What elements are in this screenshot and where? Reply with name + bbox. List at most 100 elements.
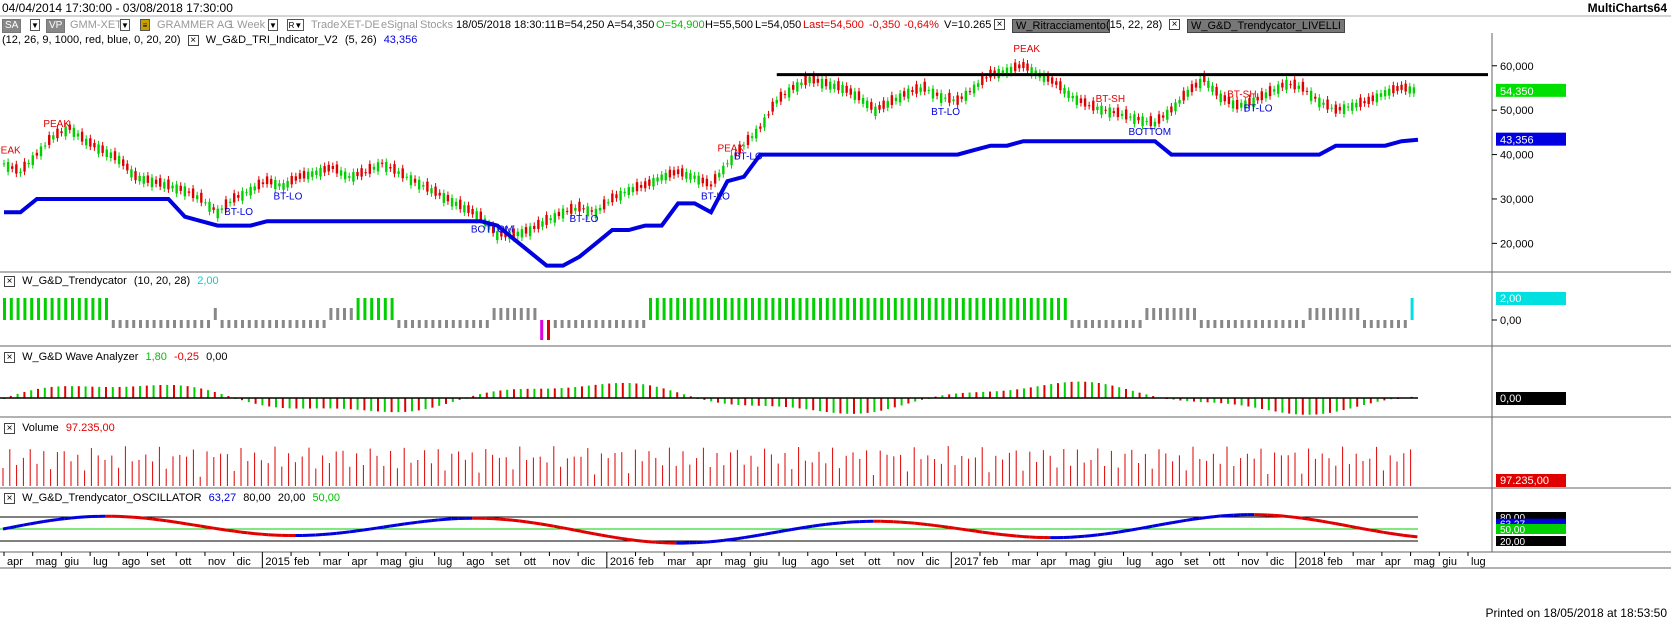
candle-body	[142, 176, 145, 184]
r-dropdown[interactable]: R▼	[287, 19, 304, 31]
oscillator-line-segment	[1104, 531, 1112, 536]
wave-bar	[1329, 398, 1331, 413]
wave-bar	[968, 392, 971, 398]
chart-annotation-label: BT-SH	[1227, 90, 1256, 101]
interval-dropdown-icon[interactable]: ▼	[268, 19, 278, 31]
oscillator-line-segment	[533, 521, 541, 526]
trendycator-bar	[839, 298, 843, 320]
candle-body	[339, 170, 343, 176]
volume-value-label: 97.235,00	[65, 422, 115, 434]
trendycator-bar	[3, 298, 6, 320]
candle-body	[446, 195, 450, 202]
macd-params: (12, 26, 9, 1000, red, blue, 0, 20, 20)	[2, 34, 181, 46]
trendycator-bar	[1043, 298, 1047, 320]
wave-bar	[1335, 398, 1338, 412]
wave-bar	[615, 383, 617, 398]
candle-body	[890, 95, 894, 105]
study-ritracciamento-button[interactable]: W_Ritracciamento	[1012, 19, 1110, 33]
candle-body	[1408, 86, 1411, 94]
wave-bar	[9, 395, 12, 398]
candle-body	[586, 206, 589, 217]
trendycator-bar	[1009, 298, 1013, 320]
wave-bar	[30, 390, 33, 398]
wave-bar	[921, 398, 923, 400]
trendycator-bar	[1029, 298, 1033, 320]
wave-bar	[778, 398, 781, 407]
trendycator-bar	[1254, 320, 1258, 328]
candle-body	[101, 145, 104, 153]
oscillator-line-segment	[193, 523, 201, 528]
candle-body	[808, 76, 811, 83]
sa-dropdown-icon[interactable]: ▼	[30, 19, 40, 31]
time-axis-label: apr	[351, 556, 367, 568]
time-axis-label: set	[1184, 556, 1199, 568]
wave-bar	[1383, 398, 1386, 401]
time-axis-label: ago	[1155, 556, 1173, 568]
close-study-icon[interactable]: ×	[4, 493, 15, 504]
candle-body	[442, 193, 446, 203]
candle-body	[1129, 116, 1132, 118]
close-study-icon[interactable]: ×	[1169, 19, 1180, 30]
wave-bar	[982, 391, 985, 398]
time-axis-label: apr	[1040, 556, 1056, 568]
wave-bar	[254, 398, 257, 404]
trendycator-bar	[1104, 320, 1108, 328]
candle-body	[163, 182, 166, 189]
close-study-icon[interactable]: ×	[4, 276, 15, 287]
close-study-icon[interactable]: ×	[187, 35, 199, 46]
close-study-icon[interactable]: ×	[4, 352, 15, 363]
wave-bar	[132, 386, 135, 398]
candle-body	[1260, 91, 1264, 101]
study-livelli-button[interactable]: W_G&D_Trendycator_LIVELLI	[1187, 19, 1345, 33]
volume-badge-label: 97.235,00	[1500, 475, 1549, 487]
close-study-icon[interactable]: ×	[4, 423, 15, 434]
sa-button[interactable]: SA	[2, 19, 22, 33]
wave-bar	[356, 398, 359, 410]
oscillator-line-segment	[383, 524, 391, 529]
time-axis-label: ott	[179, 556, 191, 568]
wave-value-1: 1,80	[145, 351, 167, 363]
symbol-dropdown-icon[interactable]: ▼	[120, 19, 130, 31]
trendycator-bar	[207, 320, 210, 328]
trendycator-bar	[1186, 308, 1190, 320]
wave-bar	[567, 387, 570, 398]
candle-body	[1096, 106, 1099, 111]
candle-body	[1013, 62, 1017, 72]
wave-bar	[295, 398, 298, 409]
candle-body	[195, 195, 199, 200]
wave-bar	[900, 398, 903, 406]
oscillator-line-segment	[907, 521, 915, 525]
oscillator-line-segment	[1410, 534, 1418, 539]
close-study-icon[interactable]: ×	[994, 19, 1005, 30]
candle-body	[1026, 63, 1029, 71]
wave-bar	[247, 398, 250, 403]
open-value: O=54,900	[656, 19, 705, 31]
oscillator-line-segment	[832, 521, 840, 526]
wave-bar	[1206, 398, 1209, 403]
oscillator-line-segment	[329, 531, 337, 536]
trendycator-bar	[574, 320, 578, 328]
oscillator-line-segment	[737, 536, 745, 541]
trendycator-bar	[275, 320, 278, 328]
candle-body	[154, 179, 158, 184]
candle-body	[1161, 115, 1165, 118]
wave-bar	[417, 398, 420, 411]
trendycator-bar	[1295, 320, 1298, 328]
wave-bar	[1227, 398, 1229, 404]
wave-bar	[812, 398, 815, 411]
wave-bar	[105, 387, 107, 398]
oscillator-line-segment	[947, 525, 956, 530]
candle-body	[1334, 104, 1337, 114]
candle-body	[648, 179, 651, 186]
wave-bar	[1002, 390, 1005, 398]
oscillator-line-segment	[526, 520, 534, 525]
candle-body	[187, 191, 191, 193]
wave-bar	[880, 398, 883, 411]
trendycator-bar	[1002, 298, 1006, 320]
vp-button[interactable]: VP	[46, 19, 66, 33]
symbol-color-icon[interactable]: ≡	[140, 19, 150, 31]
candle-body	[1272, 89, 1276, 92]
trendycator-bar	[132, 320, 136, 328]
wave-bar	[649, 385, 651, 398]
